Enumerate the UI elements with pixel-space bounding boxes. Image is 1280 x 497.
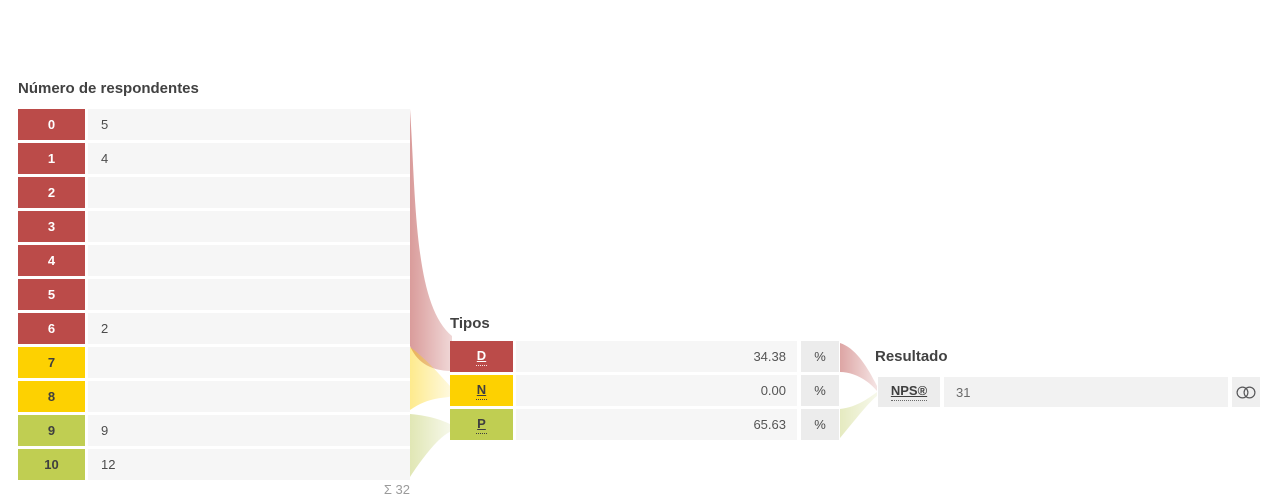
respondent-row-0: 0 (18, 109, 410, 140)
nps-result-row: NPS® (878, 377, 1260, 407)
respondent-row-1: 1 (18, 143, 410, 174)
respondent-count-input-0[interactable] (88, 109, 410, 140)
overlapping-circles-icon[interactable] (1232, 377, 1260, 407)
score-label-4: 4 (18, 245, 85, 276)
tipo-row-neutrals: N % (450, 375, 839, 406)
respondent-count-input-7[interactable] (88, 347, 410, 378)
score-label-2: 2 (18, 177, 85, 208)
respondent-row-2: 2 (18, 177, 410, 208)
tipo-value-detractors (516, 341, 797, 372)
respondent-row-4: 4 (18, 245, 410, 276)
score-label-1: 1 (18, 143, 85, 174)
score-label-8: 8 (18, 381, 85, 412)
respondent-count-input-9[interactable] (88, 415, 410, 446)
percent-unit-detractors: % (801, 341, 839, 372)
score-label-10: 10 (18, 449, 85, 480)
score-label-3: 3 (18, 211, 85, 242)
respondent-row-3: 3 (18, 211, 410, 242)
respondent-row-5: 5 (18, 279, 410, 310)
respondents-sum: Σ 32 (383, 482, 410, 497)
respondent-count-input-3[interactable] (88, 211, 410, 242)
respondent-count-input-5[interactable] (88, 279, 410, 310)
score-label-9: 9 (18, 415, 85, 446)
respondent-count-input-6[interactable] (88, 313, 410, 344)
score-label-6: 6 (18, 313, 85, 344)
flow-promoters-to-nps (840, 392, 877, 438)
respondents-title: Número de respondentes (18, 80, 199, 97)
tipo-label-neutrals[interactable]: N (450, 375, 513, 406)
flow-detractors-to-nps (840, 343, 877, 391)
tipo-label-promoters[interactable]: P (450, 409, 513, 440)
score-label-0: 0 (18, 109, 85, 140)
tipo-label-detractors[interactable]: D (450, 341, 513, 372)
respondent-count-input-1[interactable] (88, 143, 410, 174)
respondent-count-input-8[interactable] (88, 381, 410, 412)
nps-value (944, 377, 1228, 407)
respondent-row-8: 8 (18, 381, 410, 412)
respondent-count-input-4[interactable] (88, 245, 410, 276)
tipos-table: D % N % P % (450, 341, 839, 443)
percent-unit-promoters: % (801, 409, 839, 440)
tipo-value-neutrals (516, 375, 797, 406)
resultado-title: Resultado (875, 348, 948, 365)
respondent-row-7: 7 (18, 347, 410, 378)
respondent-count-input-2[interactable] (88, 177, 410, 208)
tipo-row-detractors: D % (450, 341, 839, 372)
tipo-value-promoters (516, 409, 797, 440)
respondents-table: 0 1 2 3 4 5 6 7 8 9 10 (18, 109, 410, 483)
respondent-row-10: 10 (18, 449, 410, 480)
respondent-row-6: 6 (18, 313, 410, 344)
percent-unit-neutrals: % (801, 375, 839, 406)
nps-label[interactable]: NPS® (878, 377, 940, 407)
score-label-5: 5 (18, 279, 85, 310)
respondent-count-input-10[interactable] (88, 449, 410, 480)
tipos-title: Tipos (450, 315, 490, 332)
score-label-7: 7 (18, 347, 85, 378)
respondent-row-9: 9 (18, 415, 410, 446)
flow-promoters (410, 414, 452, 477)
tipo-row-promoters: P % (450, 409, 839, 440)
flow-detractors (410, 109, 452, 371)
flow-neutrals (410, 347, 452, 410)
